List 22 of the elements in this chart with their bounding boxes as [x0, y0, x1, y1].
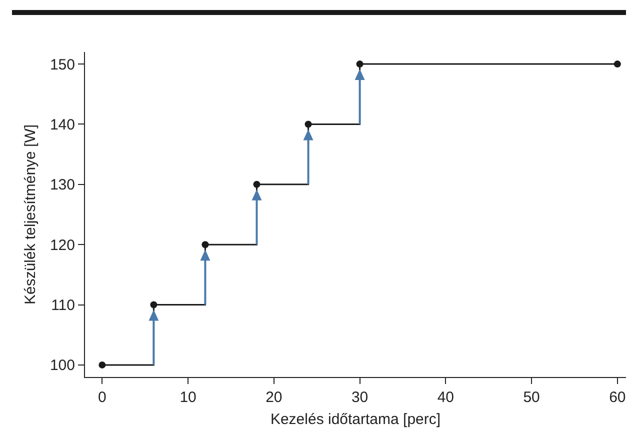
- y-tick-label: 120: [50, 236, 75, 254]
- x-tick-label: 10: [180, 389, 196, 406]
- y-tick-label: 130: [50, 176, 75, 194]
- point: [253, 180, 260, 188]
- y-tick-label: 110: [51, 297, 75, 314]
- point: [614, 60, 621, 68]
- point: [98, 361, 106, 368]
- y-axis-title: Készülék teljesítménye [W]: [22, 124, 40, 305]
- x-tick-label: 40: [437, 389, 454, 406]
- x-tick-label: 0: [98, 389, 106, 406]
- point: [304, 120, 312, 128]
- point: [150, 301, 158, 308]
- point: [356, 60, 364, 68]
- x-tick-label: 60: [609, 389, 626, 406]
- point: [202, 241, 209, 248]
- y-tick-label: 100: [50, 357, 75, 374]
- y-tick-label: 140: [50, 116, 75, 134]
- x-tick-label: 20: [266, 389, 282, 406]
- x-tick-label: 50: [523, 389, 540, 406]
- y-tick-label: 150: [50, 56, 75, 74]
- x-axis-title: Kezelés időtartama [perc]: [270, 411, 441, 428]
- x-tick-label: 30: [351, 389, 368, 406]
